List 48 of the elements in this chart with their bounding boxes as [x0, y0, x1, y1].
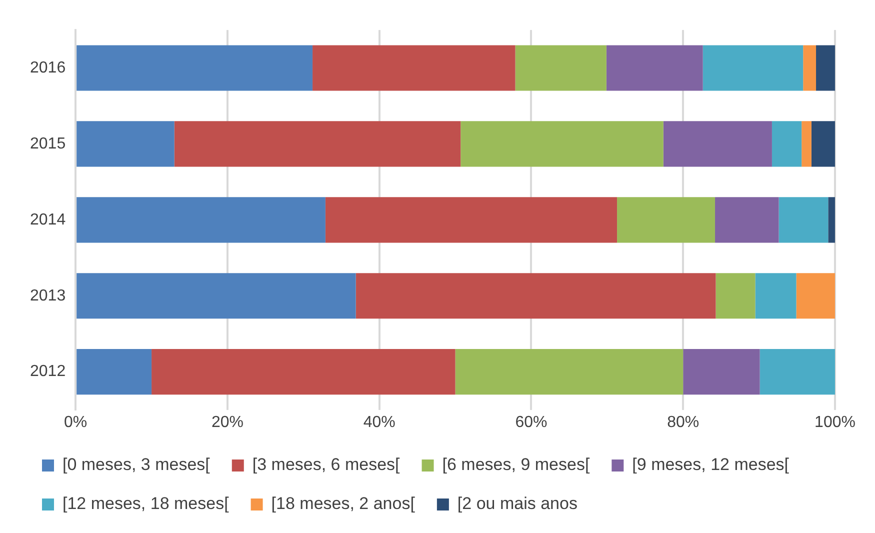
bar: [76, 45, 313, 91]
bar: [796, 273, 835, 319]
bar: [356, 273, 716, 319]
y-tick-label: 2013: [30, 287, 66, 304]
bar: [312, 45, 516, 91]
bar: [617, 197, 716, 243]
bar: [716, 273, 756, 319]
bar: [755, 273, 796, 319]
bar: [174, 121, 461, 167]
bar: [816, 45, 835, 91]
bar: [76, 197, 326, 243]
legend-label: [2 ou mais anos: [457, 494, 578, 514]
bar: [772, 121, 802, 167]
legend-label: [3 meses, 6 meses[: [252, 455, 400, 474]
x-tick-label: 60%: [515, 414, 548, 431]
bar: [760, 349, 835, 395]
y-tick-label: 2014: [30, 211, 66, 228]
bar: [802, 121, 812, 167]
y-tick-label: 2015: [30, 135, 66, 152]
bar: [460, 121, 664, 167]
x-tick-label: 80%: [667, 414, 700, 431]
bar: [606, 45, 703, 91]
x-tick-label: 40%: [363, 414, 396, 431]
bar: [76, 349, 152, 395]
bar: [152, 349, 456, 395]
legend-label: [9 meses, 12 meses[: [632, 455, 790, 474]
bar: [803, 45, 816, 91]
legend-label: [12 meses, 18 meses[: [62, 494, 230, 514]
bar: [76, 273, 356, 319]
bar: [778, 197, 828, 243]
y-tick-label: 2016: [30, 59, 66, 76]
legend-label: [0 meses, 3 meses[: [62, 455, 210, 474]
bar: [715, 197, 779, 243]
legend-label: [18 meses, 2 anos[: [271, 494, 416, 514]
bar: [683, 349, 760, 395]
bar: [702, 45, 804, 91]
x-tick-label: 0%: [64, 414, 88, 431]
bar: [811, 121, 835, 167]
bar: [828, 197, 835, 243]
x-tick-label: 100%: [814, 414, 856, 431]
bar: [663, 121, 772, 167]
y-tick-label: 2012: [30, 363, 66, 380]
x-tick-label: 20%: [211, 414, 244, 431]
bar: [515, 45, 606, 91]
bar: [76, 121, 174, 167]
bar: [325, 197, 618, 243]
bar: [455, 349, 684, 395]
legend-label: [6 meses, 9 meses[: [442, 455, 590, 474]
